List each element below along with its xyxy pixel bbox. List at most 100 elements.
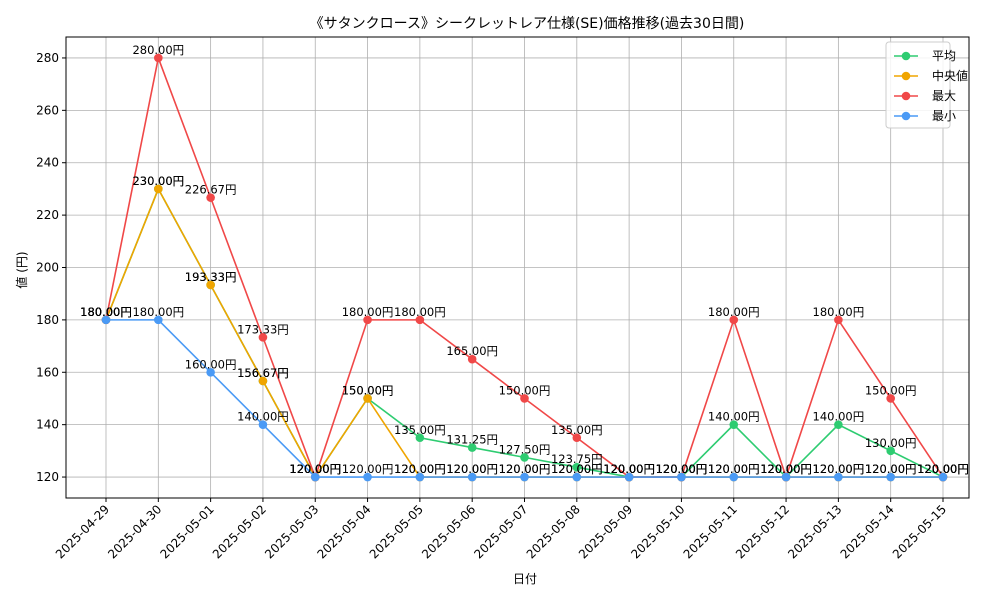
y-tick-label: 200 (36, 261, 59, 275)
x-tick-label: 2025-05-08 (524, 502, 583, 561)
data-label: 120.00円 (760, 462, 812, 476)
x-tick-label: 2025-05-15 (890, 502, 949, 561)
data-point (310, 472, 320, 482)
data-point (206, 193, 215, 202)
data-label: 120.00円 (708, 462, 760, 476)
data-point (101, 315, 111, 325)
data-label: 173.33円 (237, 322, 289, 336)
data-point (363, 315, 372, 325)
data-label: 193.33円 (185, 270, 237, 284)
data-label: 120.00円 (551, 462, 603, 476)
data-point (415, 472, 425, 482)
data-point (206, 367, 215, 377)
data-label: 150.00円 (342, 383, 394, 397)
x-tick-label: 2025-05-10 (628, 502, 687, 561)
data-label: 120.00円 (760, 462, 812, 476)
data-label: 120.00円 (813, 462, 865, 476)
data-label: 150.00円 (865, 383, 917, 397)
data-point (624, 472, 634, 482)
data-label: 120.00円 (656, 462, 708, 476)
x-tick-label: 2025-05-07 (471, 502, 530, 561)
data-point (834, 420, 843, 429)
x-tick-label: 2025-04-30 (105, 502, 164, 561)
data-point (781, 472, 791, 482)
data-label: 120.00円 (760, 462, 812, 476)
data-point (938, 472, 948, 482)
data-point (834, 472, 843, 482)
y-tick-label: 260 (36, 103, 59, 117)
data-point (572, 472, 582, 482)
series-3 (101, 315, 948, 482)
data-label: 180.00円 (80, 305, 132, 319)
data-label: 120.00円 (446, 462, 498, 476)
data-label: 160.00円 (185, 357, 237, 371)
data-label: 131.25円 (446, 433, 498, 447)
data-point (415, 433, 425, 443)
x-tick-label: 2025-05-02 (210, 502, 269, 561)
legend-label: 平均 (932, 49, 956, 63)
data-label: 120.00円 (865, 462, 917, 476)
data-label: 120.00円 (656, 462, 708, 476)
x-axis-label: 日付 (513, 572, 537, 586)
data-point (572, 462, 582, 472)
y-tick-label: 220 (36, 208, 59, 222)
data-label: 180.00円 (80, 305, 132, 319)
data-label: 120.00円 (289, 462, 341, 476)
legend-marker (901, 51, 911, 61)
data-label: 120.00円 (394, 462, 446, 476)
legend-marker (901, 111, 911, 121)
data-point (467, 472, 477, 482)
legend-box (885, 41, 951, 129)
y-axis-label: 値 (円) (14, 251, 29, 288)
data-point (258, 376, 268, 386)
x-tick-label: 2025-05-14 (838, 502, 897, 561)
data-label: 120.00円 (603, 462, 655, 476)
data-label: 120.00円 (917, 462, 969, 476)
data-label: 280.00円 (132, 43, 184, 57)
data-label: 120.00円 (656, 462, 708, 476)
data-point (206, 280, 215, 290)
x-tick-label: 2025-05-05 (367, 502, 426, 561)
x-tick-label: 2025-05-06 (419, 502, 478, 561)
y-tick-label: 180 (36, 313, 59, 327)
y-tick-label: 120 (36, 470, 59, 484)
legend-label: 最大 (932, 89, 956, 103)
data-label: 135.00円 (394, 423, 446, 437)
data-point (363, 472, 372, 482)
data-label: 120.00円 (342, 462, 394, 476)
data-label: 127.50円 (499, 442, 551, 456)
data-point (154, 184, 163, 194)
y-tick-label: 140 (36, 418, 59, 432)
data-label: 180.00円 (80, 305, 132, 319)
data-label: 120.00円 (289, 462, 341, 476)
legend-label: 最小 (932, 109, 956, 123)
data-label: 120.00円 (865, 462, 917, 476)
legend-label: 中央値 (932, 68, 968, 83)
data-point (467, 354, 477, 364)
data-point (520, 453, 529, 462)
data-label: 120.00円 (603, 462, 655, 476)
data-label: 120.00円 (446, 462, 498, 476)
data-label: 120.00円 (603, 462, 655, 476)
data-label: 140.00円 (813, 410, 865, 424)
y-tick-label: 160 (36, 365, 59, 379)
data-point (886, 446, 895, 456)
data-point (886, 394, 895, 403)
data-label: 123.75円 (551, 452, 603, 466)
legend-marker (901, 91, 911, 101)
data-point (520, 472, 529, 482)
data-label: 226.67円 (185, 183, 237, 197)
data-label: 120.00円 (551, 462, 603, 476)
data-point (677, 472, 686, 482)
data-point (729, 420, 739, 429)
data-point (467, 443, 477, 452)
data-label: 120.00円 (917, 462, 969, 476)
data-point (258, 333, 268, 342)
data-label: 120.00円 (917, 462, 969, 476)
y-axis-ticks: 120 140 160 180 200 220 240 260 280 (36, 51, 66, 484)
data-label: 120.00円 (813, 462, 865, 476)
data-point (258, 420, 268, 429)
data-label: 230.00円 (132, 174, 184, 188)
data-label: 120.00円 (656, 462, 708, 476)
